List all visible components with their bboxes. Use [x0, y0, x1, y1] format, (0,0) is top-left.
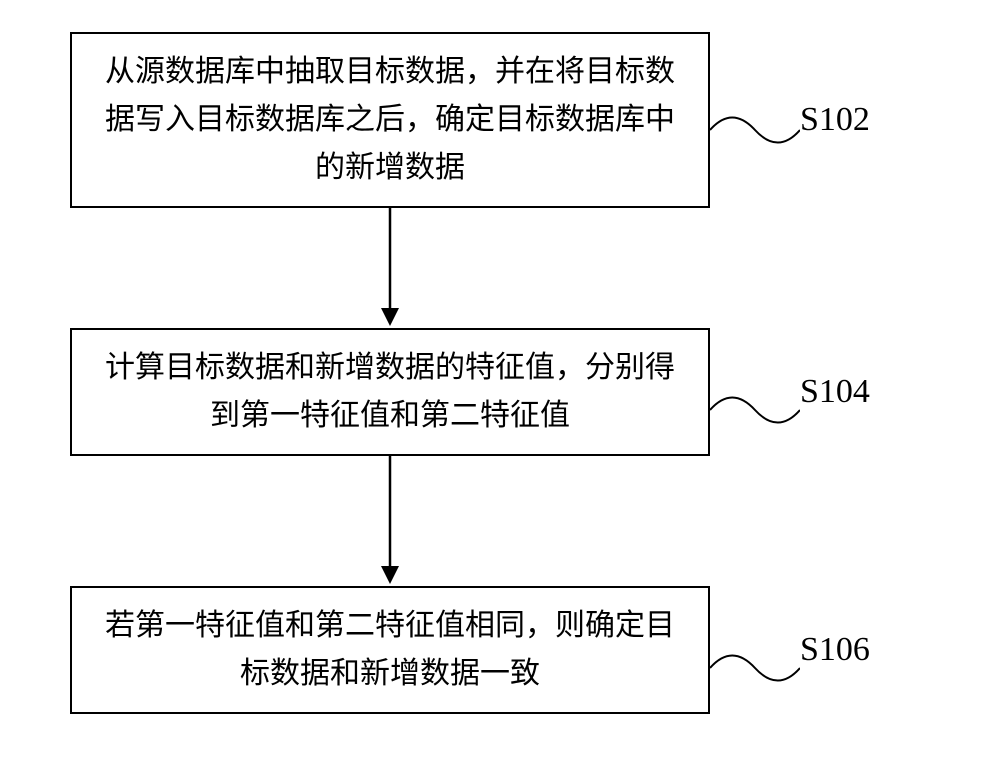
- flowchart-container: 从源数据库中抽取目标数据，并在将目标数据写入目标数据库之后，确定目标数据库中的新…: [70, 32, 930, 714]
- step-box-s102: 从源数据库中抽取目标数据，并在将目标数据写入目标数据库之后，确定目标数据库中的新…: [70, 32, 710, 208]
- step-box-s106: 若第一特征值和第二特征值相同，则确定目标数据和新增数据一致: [70, 586, 710, 714]
- step-row: 计算目标数据和新增数据的特征值，分别得到第一特征值和第二特征值 S104: [70, 328, 930, 456]
- step-label-s102: S102: [800, 101, 870, 139]
- step-text: 计算目标数据和新增数据的特征值，分别得到第一特征值和第二特征值: [105, 351, 675, 432]
- step-row: 若第一特征值和第二特征值相同，则确定目标数据和新增数据一致 S106: [70, 586, 930, 714]
- arrow-connector: [70, 456, 710, 586]
- connector-curve: [710, 648, 800, 688]
- step-row: 从源数据库中抽取目标数据，并在将目标数据写入目标数据库之后，确定目标数据库中的新…: [70, 32, 930, 208]
- arrow-down-icon: [375, 456, 405, 586]
- arrow-connector: [70, 208, 710, 328]
- connector-curve: [710, 390, 800, 430]
- step-label-s104: S104: [800, 373, 870, 411]
- step-text: 若第一特征值和第二特征值相同，则确定目标数据和新增数据一致: [105, 609, 675, 690]
- arrow-down-icon: [375, 208, 405, 328]
- step-box-s104: 计算目标数据和新增数据的特征值，分别得到第一特征值和第二特征值: [70, 328, 710, 456]
- step-label-s106: S106: [800, 631, 870, 669]
- connector-curve: [710, 110, 800, 150]
- step-text: 从源数据库中抽取目标数据，并在将目标数据写入目标数据库之后，确定目标数据库中的新…: [105, 55, 675, 184]
